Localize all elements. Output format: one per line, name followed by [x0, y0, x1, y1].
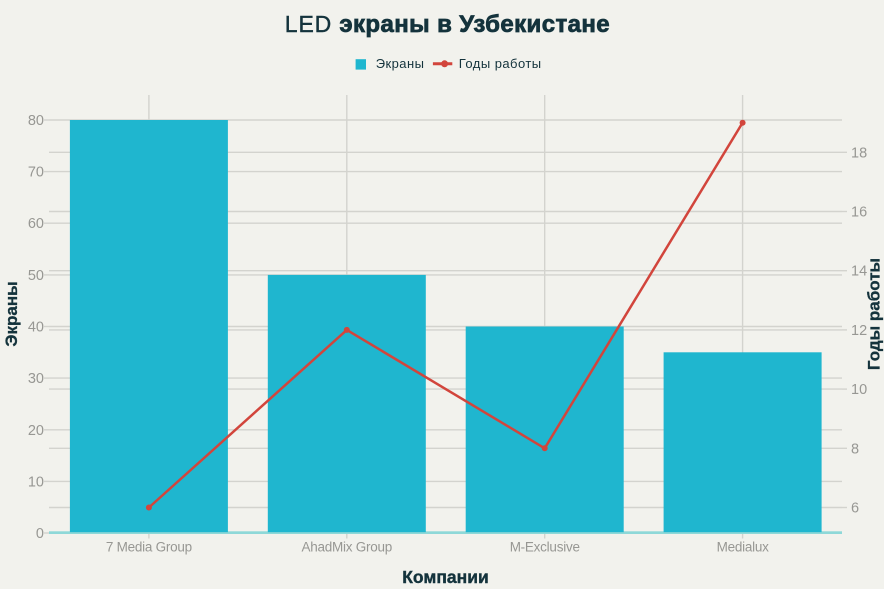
svg-text:7 Media Group: 7 Media Group	[106, 539, 192, 554]
svg-text:LED экраны в Узбекистане: LED экраны в Узбекистане	[285, 11, 610, 38]
svg-text:M-Exclusive: M-Exclusive	[510, 539, 580, 554]
svg-text:20: 20	[28, 423, 44, 439]
svg-text:14: 14	[851, 264, 867, 280]
svg-text:0: 0	[36, 526, 44, 542]
svg-text:6: 6	[851, 501, 859, 517]
svg-text:Medialux: Medialux	[717, 539, 770, 554]
svg-text:30: 30	[28, 371, 44, 387]
svg-text:10: 10	[851, 382, 867, 398]
svg-text:Годы работы: Годы работы	[459, 56, 542, 71]
svg-text:Экраны: Экраны	[376, 56, 425, 71]
svg-text:AhadMix Group: AhadMix Group	[302, 539, 393, 554]
svg-text:16: 16	[851, 205, 867, 221]
svg-text:40: 40	[28, 320, 44, 336]
svg-text:70: 70	[28, 165, 44, 181]
svg-text:Компании: Компании	[402, 567, 488, 587]
svg-text:Экраны: Экраны	[2, 281, 21, 346]
svg-text:50: 50	[28, 268, 44, 284]
svg-text:80: 80	[28, 113, 44, 129]
svg-text:Годы работы: Годы работы	[865, 258, 884, 370]
svg-text:12: 12	[851, 323, 867, 339]
svg-text:10: 10	[28, 474, 44, 490]
svg-text:8: 8	[851, 441, 859, 457]
svg-text:18: 18	[851, 145, 867, 161]
svg-text:60: 60	[28, 216, 44, 232]
